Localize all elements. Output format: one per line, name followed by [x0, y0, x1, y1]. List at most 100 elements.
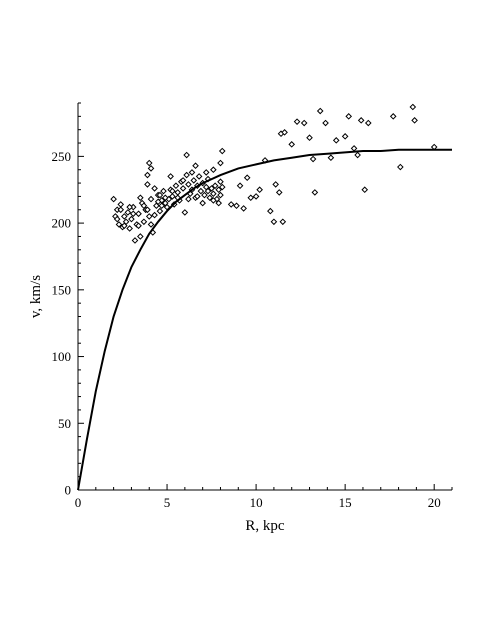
axes: [77, 103, 452, 491]
data-point-marker: [281, 129, 288, 136]
data-point-marker: [126, 203, 133, 211]
data-point-marker: [194, 193, 201, 200]
data-point-marker: [140, 218, 148, 226]
data-point-marker: [137, 233, 144, 240]
data-point-marker: [217, 159, 224, 167]
data-point-marker: [179, 185, 187, 192]
data-point-marker: [135, 222, 142, 230]
data-point-marker: [215, 186, 223, 194]
data-point-marker: [156, 207, 164, 215]
data-point-marker: [190, 177, 198, 184]
data-point-marker: [256, 186, 263, 194]
data-point-marker: [199, 199, 206, 207]
data-point-marker: [247, 194, 255, 202]
data-point-marker: [195, 173, 203, 180]
data-point-marker: [117, 201, 125, 208]
data-point-marker: [364, 119, 372, 127]
x-tick-label: 5: [164, 495, 171, 510]
data-point-marker: [218, 147, 226, 155]
data-point-marker: [361, 186, 369, 194]
data-point-marker: [233, 202, 240, 210]
data-point-marker: [144, 171, 151, 179]
x-tick-label: 15: [339, 495, 352, 510]
data-point-marker: [306, 134, 313, 142]
data-point-marker: [204, 187, 212, 195]
data-point-marker: [206, 194, 214, 202]
data-point-marker: [174, 189, 182, 196]
data-point-marker: [197, 187, 205, 195]
data-point-marker: [279, 218, 287, 226]
data-point-marker: [211, 182, 219, 190]
data-point-marker: [240, 205, 247, 212]
data-point-marker: [115, 221, 123, 228]
data-point-marker: [188, 169, 196, 176]
data-point-marker: [270, 218, 278, 226]
data-point-marker: [192, 162, 199, 170]
data-point-marker: [154, 198, 162, 206]
data-point-marker: [144, 181, 151, 188]
data-point-marker: [217, 191, 224, 199]
y-tick-label: 200: [52, 216, 72, 231]
data-point-marker: [179, 177, 187, 184]
data-point-marker: [151, 185, 158, 192]
data-point-marker: [208, 185, 215, 192]
data-point-marker: [316, 107, 324, 115]
data-point-marker: [322, 119, 329, 127]
data-point-marker: [409, 103, 417, 111]
data-point-marker: [145, 159, 153, 167]
data-point-marker: [124, 209, 132, 216]
data-point-marker: [389, 113, 397, 120]
data-point-marker: [181, 209, 189, 216]
data-point-marker: [267, 207, 274, 215]
x-tick-label: 0: [75, 495, 82, 510]
y-tick-label: 0: [65, 483, 72, 498]
data-point-marker: [183, 171, 190, 179]
x-tick-label: 20: [428, 495, 441, 510]
data-point-marker: [110, 195, 117, 203]
data-point-marker: [167, 173, 174, 180]
data-point-marker: [252, 193, 260, 200]
model-curve: [77, 148, 452, 491]
data-point-marker: [128, 215, 135, 223]
data-point-marker: [309, 155, 317, 163]
data-point-marker: [126, 225, 133, 232]
data-point-marker: [243, 174, 251, 182]
data-point-marker: [217, 178, 224, 186]
y-axis-title: v, km/s: [28, 275, 44, 318]
data-point-marker: [131, 237, 139, 244]
data-point-marker: [156, 191, 164, 199]
data-point-marker: [210, 166, 217, 174]
data-points: [110, 103, 438, 244]
data-point-marker: [357, 117, 365, 124]
x-axis-title: R, kpc: [245, 518, 285, 534]
data-point-marker: [183, 151, 190, 159]
data-point-marker: [345, 113, 353, 120]
data-point-marker: [236, 182, 244, 190]
data-point-marker: [354, 151, 361, 159]
data-point-marker: [117, 206, 125, 214]
data-point-marker: [332, 137, 340, 144]
data-point-marker: [397, 163, 404, 171]
data-point-marker: [147, 221, 155, 228]
data-point-marker: [272, 181, 279, 188]
data-point-marker: [147, 195, 155, 203]
data-point-marker: [311, 189, 319, 196]
data-point-marker: [120, 213, 128, 220]
data-point-marker: [275, 189, 283, 196]
data-point-marker: [135, 210, 142, 218]
data-point-marker: [151, 211, 158, 219]
data-point-marker: [341, 133, 349, 140]
data-point-marker: [350, 145, 358, 152]
data-point-marker: [210, 190, 217, 198]
y-tick-label: 250: [52, 149, 72, 164]
data-point-marker: [227, 201, 235, 208]
data-point-marker: [169, 187, 176, 195]
data-point-marker: [145, 213, 153, 220]
data-point-marker: [140, 202, 148, 210]
data-point-marker: [300, 119, 308, 127]
data-point-marker: [169, 193, 176, 200]
data-point-marker: [144, 206, 151, 214]
data-point-marker: [185, 181, 192, 188]
data-point-marker: [137, 194, 144, 202]
